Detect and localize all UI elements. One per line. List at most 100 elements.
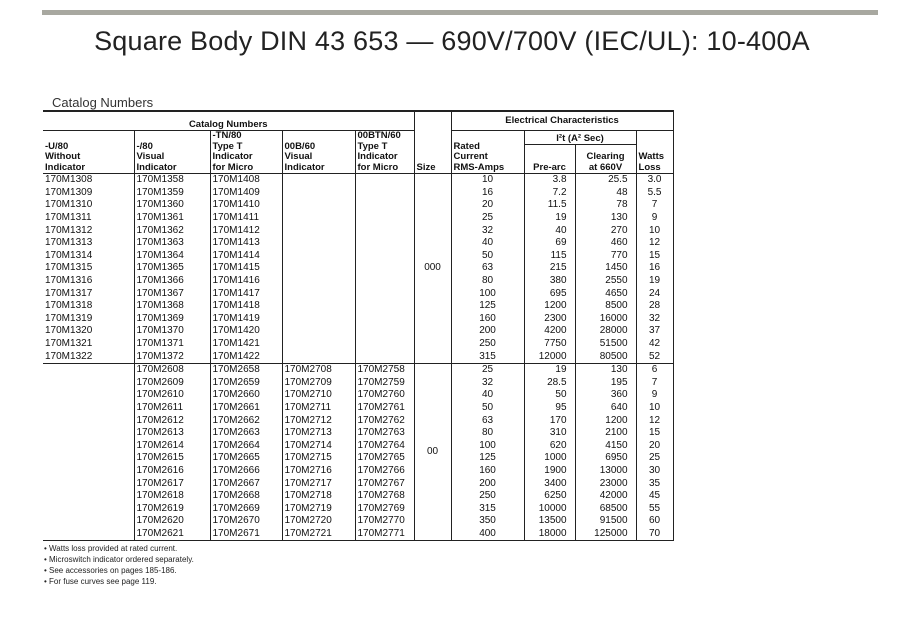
table-row: 170M2613 170M2663 170M2713 170M2763 80 310 210… xyxy=(43,426,674,440)
clearing-cell: 16000 xyxy=(574,312,637,326)
col-header-00b60: 00B/60 Visual Indicator xyxy=(281,130,355,174)
header-line: Visual xyxy=(136,151,165,162)
00b60-catalog-cell: 170M2712 xyxy=(281,414,355,427)
u80-catalog-cell xyxy=(43,414,134,427)
prearc-cell: 1000 xyxy=(523,452,576,465)
watts-loss-cell: 35 xyxy=(635,477,674,490)
watts-loss-cell: 3.0 xyxy=(635,172,674,187)
u80-catalog-cell xyxy=(43,527,134,542)
00b60-catalog-cell xyxy=(281,325,355,338)
rated-current-cell: 200 xyxy=(450,477,525,490)
table-row: 170M2618 170M2668 170M2718 170M2768 250 6250 4… xyxy=(43,489,674,503)
table-row: 170M2610 170M2660 170M2710 170M2760 40 50 360 9 xyxy=(43,389,674,402)
header-line: Rated xyxy=(453,140,480,152)
watts-loss-cell: 9 xyxy=(635,211,674,225)
watts-loss-cell: 20 xyxy=(635,439,674,453)
00b60-catalog-cell xyxy=(281,299,355,313)
clearing-cell: 48 xyxy=(574,186,637,200)
u80-catalog-cell: 170M1317 xyxy=(45,287,93,299)
header-line: Indicator xyxy=(284,161,325,173)
size-header: Size xyxy=(413,110,452,174)
type-t-catalog-cell: 170M1413 xyxy=(209,236,282,250)
table-section: Catalog Numbers Size Electrical Characte… xyxy=(43,110,683,587)
clearing-cell: 2100 xyxy=(574,426,637,440)
type-t-catalog-cell: 170M2662 xyxy=(209,414,282,427)
prearc-cell: 50 xyxy=(523,389,576,402)
size-cell: 00 xyxy=(413,362,452,542)
rated-current-cell: 315 xyxy=(450,350,525,364)
prearc-cell: 12000 xyxy=(523,350,576,364)
u80-catalog-cell: 170M1312 xyxy=(45,224,93,236)
type-t-catalog-cell: 170M2665 xyxy=(209,452,282,465)
visual-catalog-cell: 170M1359 xyxy=(133,186,210,200)
prearc-cell: 1900 xyxy=(523,464,576,478)
prearc-cell: 115 xyxy=(523,249,576,263)
size-header-label: Size xyxy=(416,161,436,173)
00btn60-catalog-cell xyxy=(354,274,415,288)
clearing-cell: 4150 xyxy=(574,439,637,453)
spacer xyxy=(574,144,637,147)
header-line: 00B/60 xyxy=(284,140,316,152)
visual-catalog-cell: 170M1358 xyxy=(133,172,210,187)
prearc-cell: 19 xyxy=(523,211,576,225)
prearc-cell: 695 xyxy=(523,287,576,300)
watts-loss-cell: 10 xyxy=(635,224,674,237)
rated-current-cell: 16 xyxy=(450,186,525,200)
header-line: -TN/80 xyxy=(212,130,242,141)
00btn60-catalog-cell xyxy=(354,172,415,187)
prearc-cell: 28.5 xyxy=(523,376,576,390)
table-row: 170M2620 170M2670 170M2720 170M2770 350 13500… xyxy=(43,515,674,528)
u80-catalog-cell xyxy=(43,477,134,490)
00b60-catalog-cell: 170M2716 xyxy=(281,464,355,478)
header-line: Without xyxy=(45,151,81,162)
00b60-catalog-cell: 170M2717 xyxy=(281,477,355,490)
prearc-cell: 13500 xyxy=(523,515,576,528)
header-line: Loss xyxy=(638,161,661,173)
visual-catalog-cell: 170M2620 xyxy=(133,515,210,528)
table-row: 170M2615 170M2665 170M2715 170M2765 125 1000 6… xyxy=(43,452,674,465)
table-row: 170M1313 170M1363 170M1413 40 69 460 12 xyxy=(43,236,674,250)
visual-catalog-cell: 170M1371 xyxy=(133,337,210,351)
00b60-catalog-cell xyxy=(281,224,355,237)
clearing-cell: 1200 xyxy=(574,414,637,427)
clearing-cell: 270 xyxy=(574,224,637,237)
type-t-catalog-cell: 170M1422 xyxy=(209,350,282,364)
watts-loss-cell: 5.5 xyxy=(635,186,674,200)
visual-catalog-cell: 170M1366 xyxy=(133,274,210,288)
table-row: 170M1320 170M1370 170M1420 200 4200 28000 37 xyxy=(43,325,674,338)
header-line: Current xyxy=(453,151,488,162)
u80-catalog-cell xyxy=(43,452,134,465)
rated-current-cell: 200 xyxy=(450,325,525,338)
rated-current-cell: 50 xyxy=(450,249,525,263)
00btn60-catalog-cell: 170M2763 xyxy=(354,426,415,440)
00btn60-catalog-cell xyxy=(354,325,415,338)
watts-loss-cell: 42 xyxy=(635,337,674,351)
header-line: Visual xyxy=(284,151,313,162)
table-row: 170M2609 170M2659 170M2709 170M2759 32 28.5 19… xyxy=(43,376,674,390)
type-t-catalog-cell: 170M1420 xyxy=(209,325,282,338)
u80-catalog-cell: 170M1322 xyxy=(45,350,93,362)
footnote: • For fuse curves see page 119. xyxy=(44,577,157,587)
size-cell: 000 xyxy=(413,173,452,364)
type-t-catalog-cell: 170M2661 xyxy=(209,401,282,415)
watts-loss-cell: 15 xyxy=(635,249,674,263)
type-t-catalog-cell: 170M2663 xyxy=(209,426,282,440)
header-line: Clearing xyxy=(586,151,625,162)
type-t-catalog-cell: 170M1419 xyxy=(209,312,282,326)
visual-catalog-cell: 170M1370 xyxy=(133,325,210,338)
prearc-cell: 170 xyxy=(523,414,576,427)
table-row: 170M1316 170M1366 170M1416 80 380 2550 19 xyxy=(43,274,674,288)
table-row: 170M1310 170M1360 170M1410 20 11.5 78 7 xyxy=(43,199,674,212)
00btn60-catalog-cell: 170M2761 xyxy=(354,401,415,415)
watts-loss-cell: 28 xyxy=(635,299,674,313)
watts-loss-cell: 10 xyxy=(635,401,674,415)
rated-current-cell: 100 xyxy=(450,439,525,453)
00b60-catalog-cell: 170M2708 xyxy=(281,362,355,377)
u80-catalog-cell xyxy=(43,402,134,415)
col-header-80: -/80 Visual Indicator xyxy=(133,130,210,174)
clearing-cell: 8500 xyxy=(574,299,637,313)
header-line: Indicator xyxy=(45,161,86,173)
00b60-catalog-cell: 170M2711 xyxy=(281,401,355,415)
table-row: 170M1314 170M1364 170M1414 50 115 770 15 xyxy=(43,249,674,263)
clearing-cell: 25.5 xyxy=(574,172,637,187)
